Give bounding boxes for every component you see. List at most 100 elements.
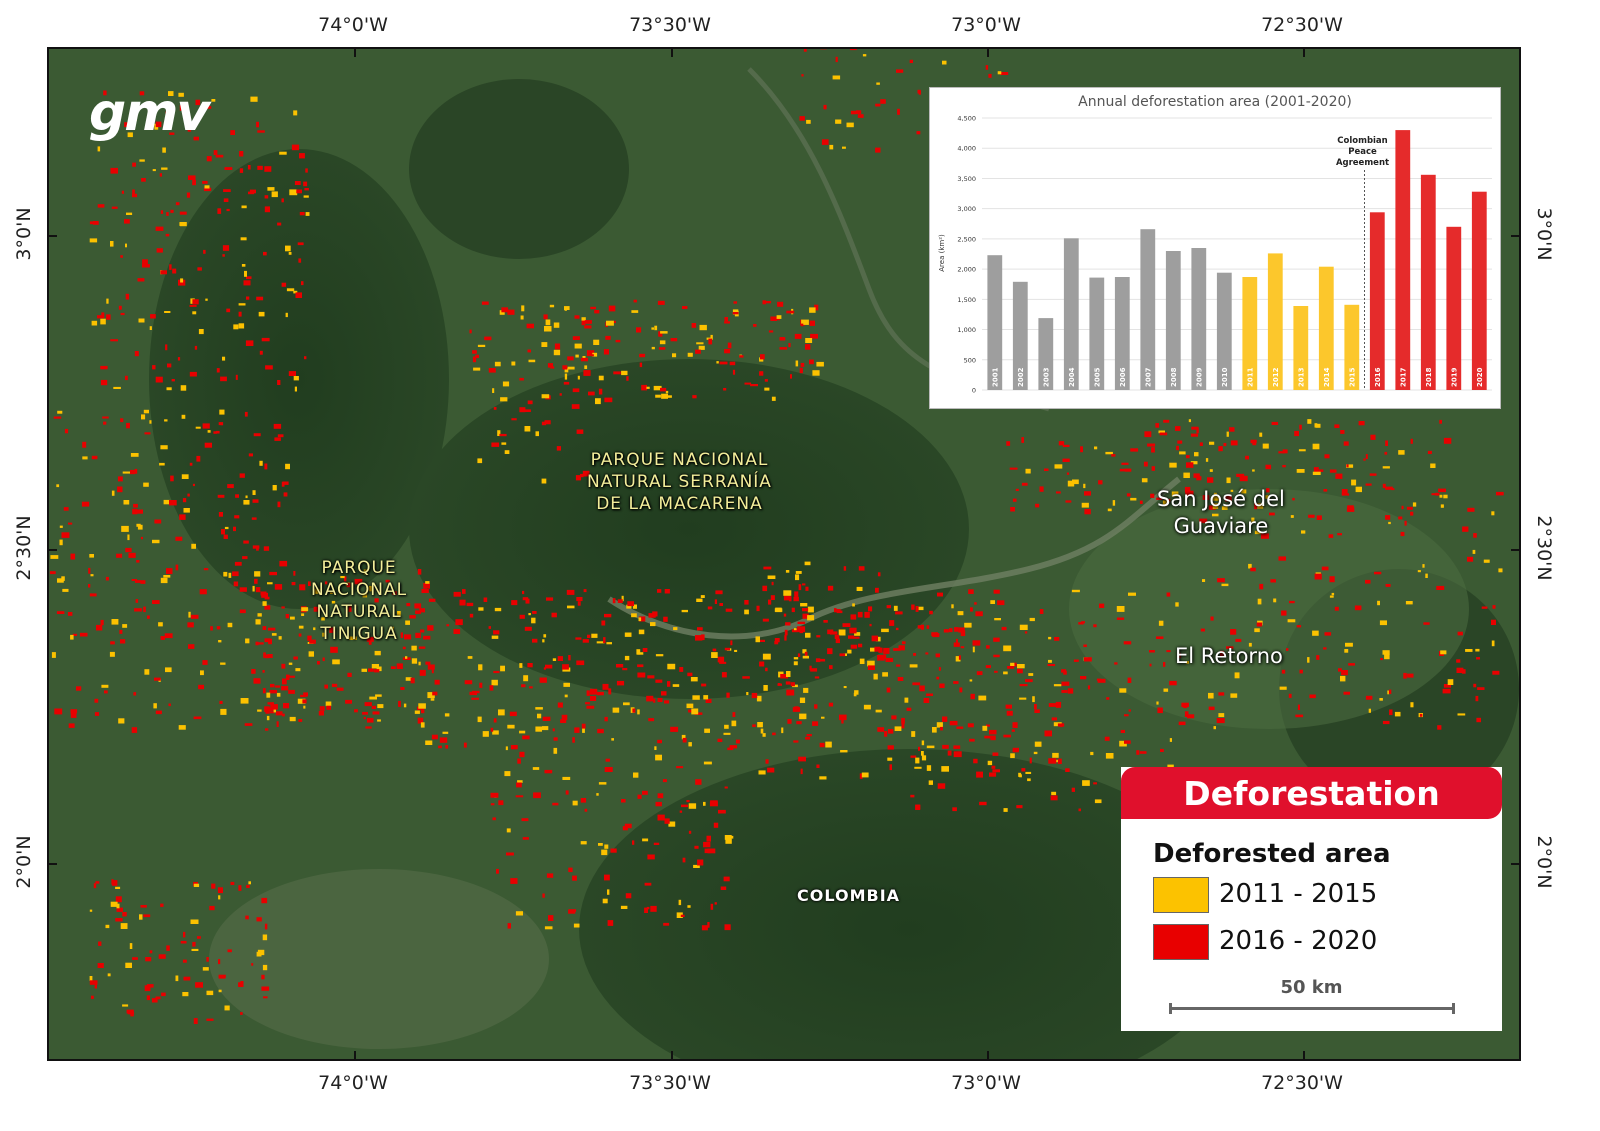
- deforested-patch: [676, 912, 683, 918]
- deforested-patch: [804, 651, 808, 657]
- deforested-patch: [190, 919, 199, 924]
- deforested-patch: [655, 654, 664, 657]
- deforested-patch: [1323, 647, 1327, 650]
- deforested-patch: [389, 626, 394, 631]
- deforested-patch: [136, 560, 140, 563]
- deforested-patch: [222, 254, 225, 257]
- deforested-patch: [842, 623, 851, 627]
- deforested-patch: [868, 606, 873, 612]
- deforested-patch: [1196, 427, 1199, 434]
- deforested-patch: [217, 208, 222, 214]
- deforested-patch: [564, 306, 570, 310]
- deforested-patch: [304, 356, 307, 360]
- deforested-patch: [1334, 606, 1339, 611]
- deforested-patch: [491, 442, 500, 447]
- deforested-patch: [104, 690, 108, 694]
- deforested-patch: [1229, 427, 1235, 432]
- deforested-patch: [723, 876, 730, 882]
- deforested-patch: [1341, 670, 1348, 676]
- deforested-patch: [936, 722, 943, 728]
- deforested-patch: [417, 717, 424, 724]
- deforested-patch: [411, 658, 418, 664]
- deforested-patch: [1094, 799, 1102, 804]
- deforested-patch: [1492, 605, 1496, 609]
- deforested-patch: [1230, 440, 1238, 446]
- lat-label-left-2: 2°30'N: [13, 515, 35, 581]
- deforested-patch: [1073, 659, 1079, 662]
- deforested-patch: [246, 276, 252, 280]
- deforested-patch: [978, 695, 987, 701]
- deforested-patch: [586, 690, 590, 696]
- deforested-patch: [277, 501, 281, 508]
- deforested-patch: [288, 689, 295, 694]
- deforested-patch: [825, 741, 832, 748]
- deforested-patch: [1294, 430, 1299, 437]
- bar-2017: [1395, 130, 1411, 390]
- deforested-patch: [1417, 570, 1421, 573]
- x-tick-label: 2002: [1017, 367, 1025, 387]
- deforested-patch: [990, 600, 995, 604]
- deforested-patch: [632, 708, 636, 713]
- deforested-patch: [1098, 480, 1103, 485]
- deforested-patch: [1368, 708, 1371, 713]
- label-san-jose-del-guaviare: San José del Guaviare: [1157, 487, 1285, 538]
- x-tick-label: 2018: [1425, 367, 1433, 387]
- deforested-patch: [814, 676, 820, 679]
- deforested-patch: [115, 886, 121, 889]
- satellite-map[interactable]: gmv PARQUE NACIONAL NATURAL SERRANÍA DE …: [47, 47, 1521, 1061]
- deforested-patch: [260, 591, 267, 596]
- deforested-patch: [297, 242, 304, 246]
- label-tinigua-park: PARQUE NACIONAL NATURAL TINIGUA: [311, 558, 408, 644]
- deforested-patch: [759, 661, 765, 667]
- deforested-patch: [118, 305, 122, 310]
- deforested-patch: [617, 599, 623, 603]
- deforested-patch: [657, 793, 664, 799]
- deforested-patch: [1461, 669, 1466, 674]
- deforested-patch: [101, 684, 109, 688]
- deforested-patch: [816, 635, 821, 638]
- deforested-patch: [651, 327, 654, 330]
- deforested-patch: [143, 606, 146, 613]
- deforested-patch: [245, 340, 254, 346]
- deforested-patch: [369, 696, 377, 700]
- deforested-patch: [159, 173, 162, 177]
- deforested-patch: [252, 545, 260, 549]
- deforested-patch: [279, 560, 288, 567]
- deforested-patch: [1057, 758, 1062, 764]
- deforested-patch: [895, 611, 903, 615]
- deforested-patch: [149, 950, 153, 954]
- deforested-patch: [498, 800, 504, 806]
- deforested-patch: [505, 746, 508, 751]
- deforested-patch: [1065, 768, 1070, 772]
- deforested-patch: [953, 745, 961, 749]
- deforested-patch: [1006, 710, 1013, 716]
- deforested-patch: [1382, 650, 1390, 655]
- deforested-patch: [832, 75, 841, 80]
- deforested-patch: [244, 411, 248, 417]
- deforested-patch: [297, 698, 306, 704]
- deforested-patch: [562, 365, 568, 370]
- deforested-patch: [1048, 703, 1057, 707]
- deforested-patch: [295, 292, 302, 298]
- deforested-patch: [281, 663, 286, 669]
- deforested-patch: [626, 376, 629, 381]
- deforested-patch: [317, 661, 320, 665]
- deforested-patch: [661, 393, 668, 399]
- deforested-patch: [1329, 576, 1335, 583]
- deforested-patch: [207, 430, 211, 433]
- deforested-patch: [94, 983, 97, 989]
- deforested-patch: [887, 757, 893, 761]
- deforested-patch: [414, 710, 420, 714]
- deforested-patch: [1235, 638, 1242, 642]
- deforested-patch: [1385, 584, 1391, 587]
- deforested-patch: [739, 355, 744, 358]
- deforested-patch: [1054, 464, 1063, 469]
- deforested-patch: [993, 654, 1000, 658]
- deforested-patch: [169, 132, 175, 135]
- deforested-patch: [91, 320, 98, 326]
- deforested-patch: [559, 393, 562, 396]
- deforested-patch: [175, 975, 179, 982]
- deforested-patch: [682, 857, 686, 863]
- deforested-patch: [657, 697, 663, 702]
- deforested-patch: [1003, 734, 1011, 738]
